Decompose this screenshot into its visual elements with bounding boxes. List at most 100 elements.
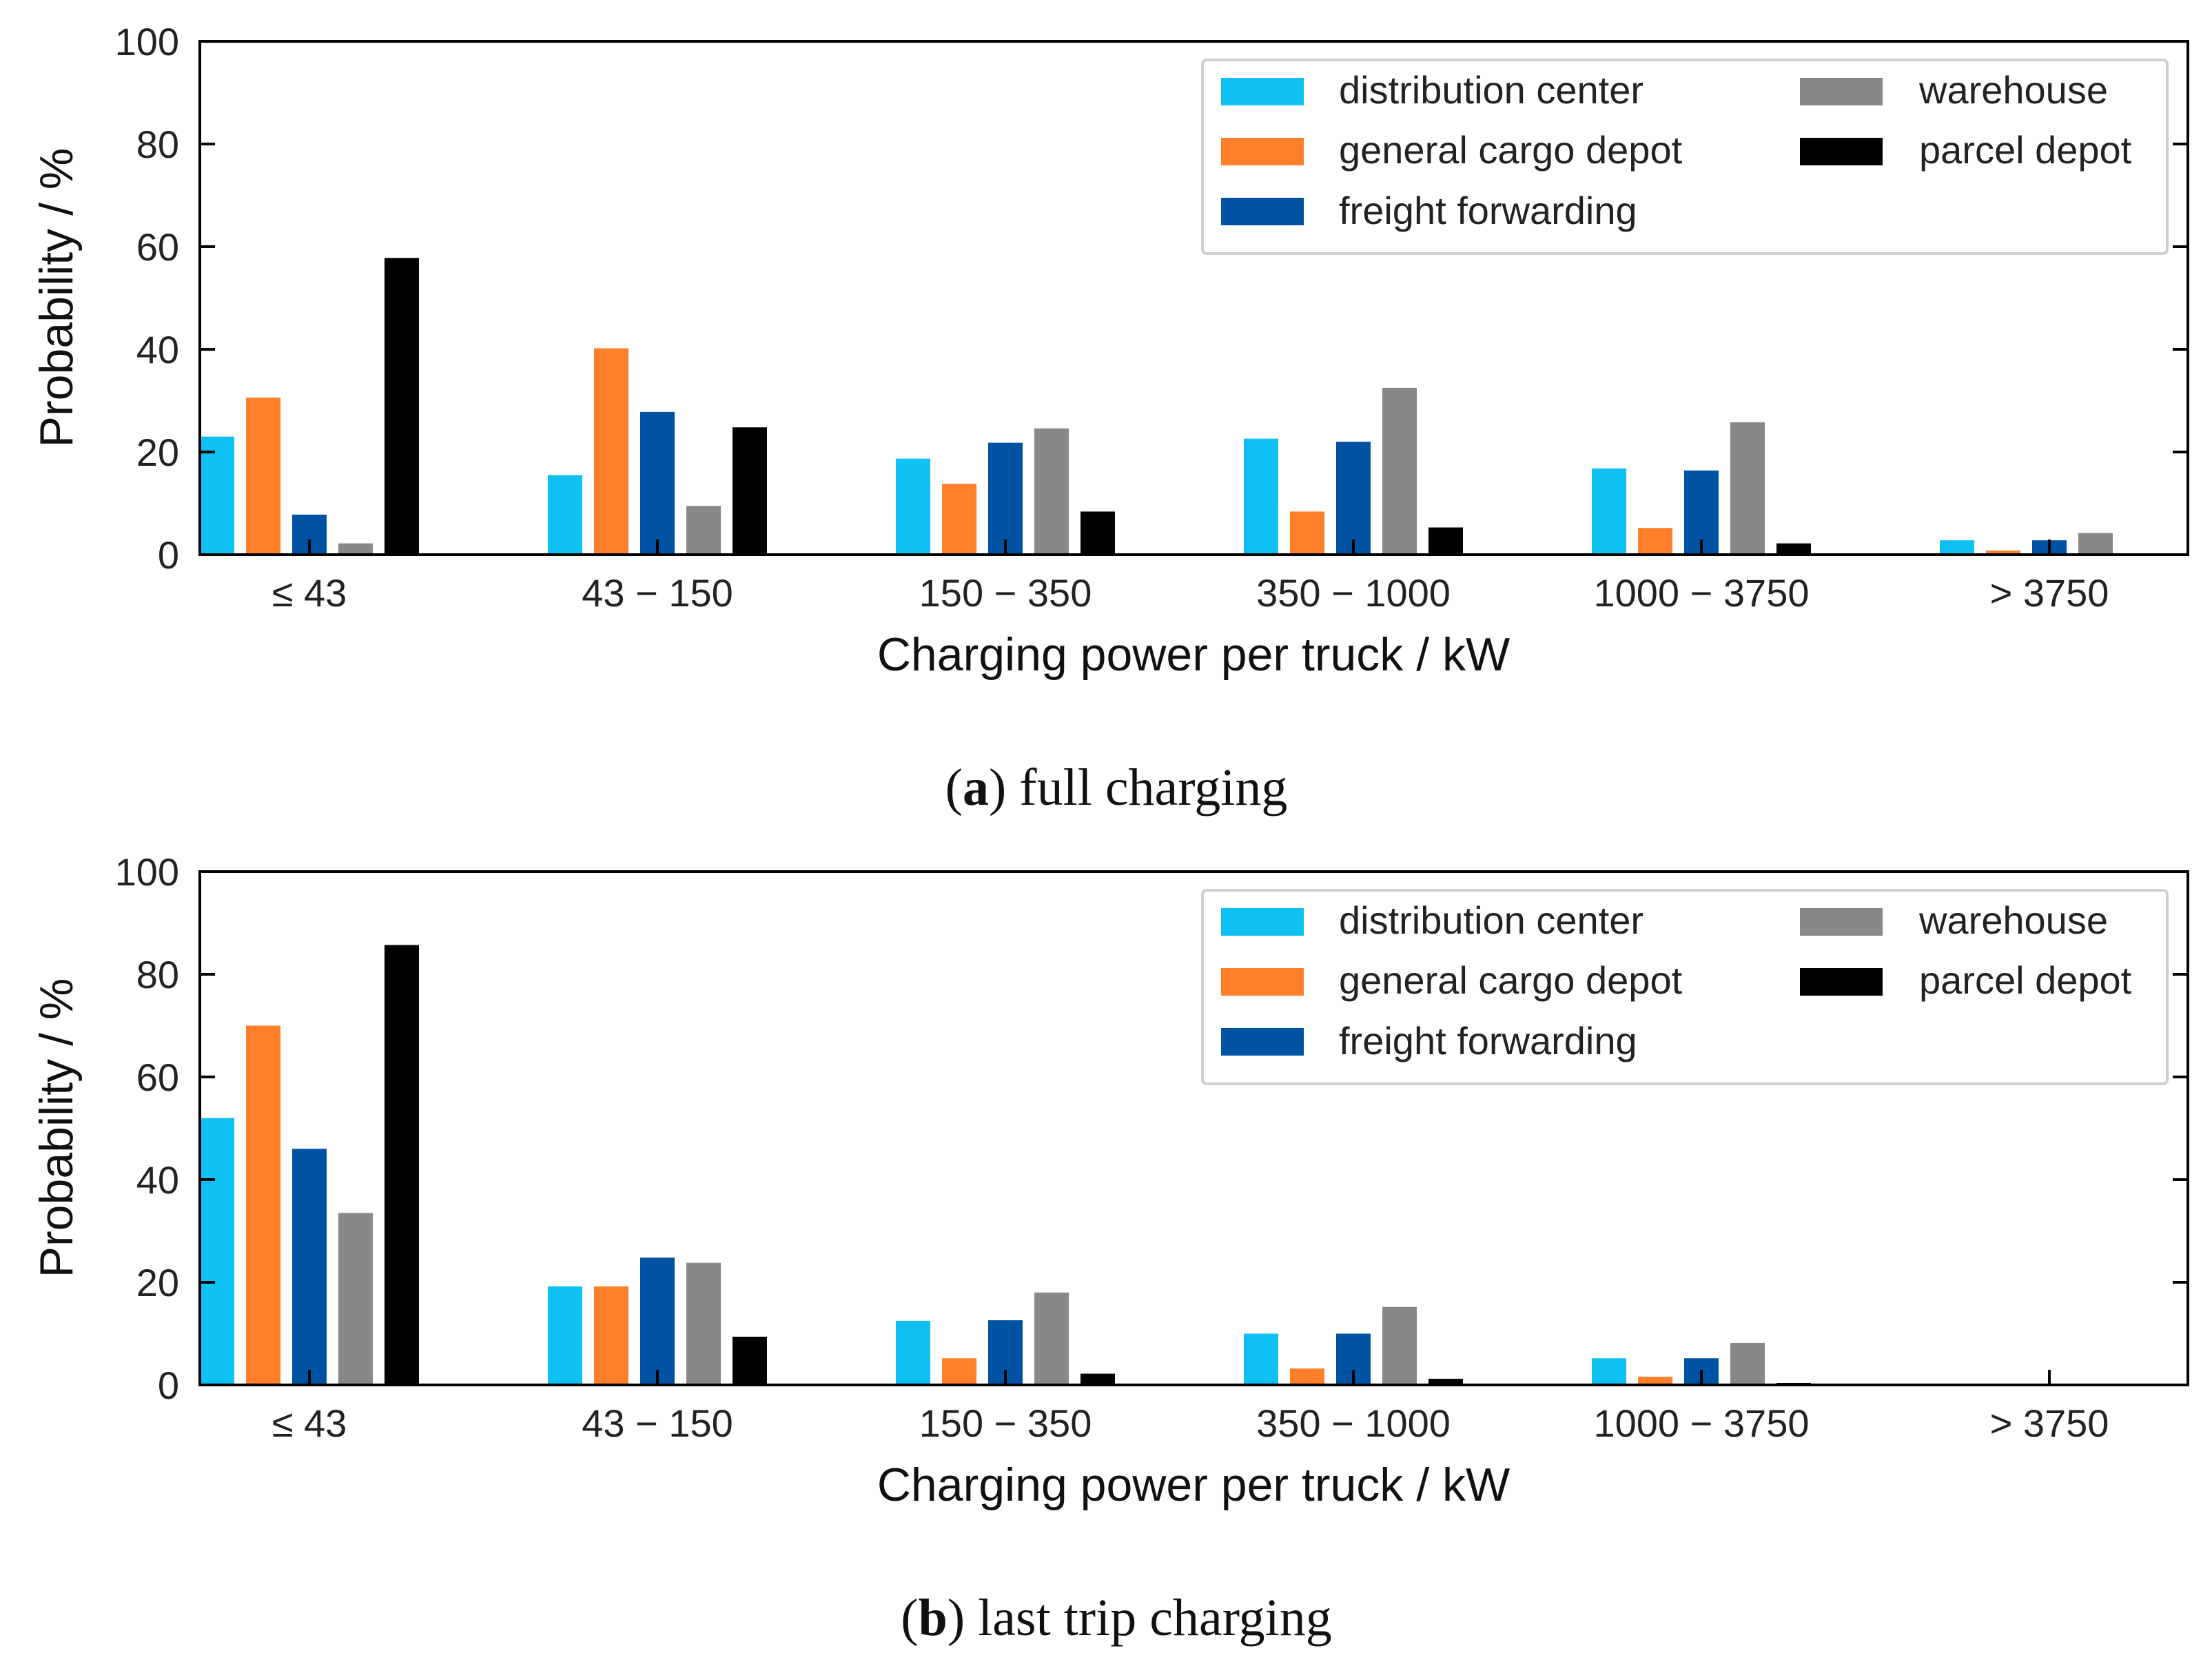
y-axis-title-a: Probability / % xyxy=(30,148,83,448)
bar-general-cargo-depot-4-b xyxy=(1638,1377,1672,1385)
y-tick-label-3-b: 60 xyxy=(136,1056,179,1099)
legend-swatch-freight-forwarding-b xyxy=(1221,1028,1304,1056)
legend-box-b xyxy=(1201,889,2169,1085)
bar-general-cargo-depot-3-a xyxy=(1290,511,1324,555)
legend-swatch-freight-forwarding-a xyxy=(1221,198,1304,225)
bar-general-cargo-depot-5-a xyxy=(1986,551,2020,555)
y-tick-label-1-a: 20 xyxy=(136,431,179,474)
x-tick-label-4-a: 1000 − 3750 xyxy=(1594,571,1810,615)
bar-warehouse-4-a xyxy=(1730,422,1765,555)
y-tick-label-3-a: 60 xyxy=(136,225,179,269)
legend-a: distribution center general cargo depot … xyxy=(1201,59,2169,255)
legend-label-warehouse-a: warehouse xyxy=(1918,68,2108,112)
y-tick-label-2-a: 40 xyxy=(136,328,179,371)
bar-warehouse-3-b xyxy=(1382,1306,1417,1385)
x-tick-label-3-b: 350 − 1000 xyxy=(1256,1401,1451,1445)
y-tick-label-2-b: 40 xyxy=(136,1158,179,1202)
bar-freight-forwarding-3-a xyxy=(1336,442,1371,555)
x-tick-label-3-a: 350 − 1000 xyxy=(1256,571,1451,615)
bar-freight-forwarding-1-a xyxy=(640,411,675,555)
y-tick-label-4-b: 80 xyxy=(136,953,179,996)
caption-a: (a) full charging xyxy=(945,759,1288,816)
caption-label-b: b xyxy=(919,1589,948,1647)
chart-panel-a: 0 20 40 60 80 100 ≤ 43 43 − 150 150 − 350 350 − … xyxy=(30,20,2189,816)
legend-swatch-distribution-center-a xyxy=(1221,78,1304,105)
caption-b: (b) last trip charging xyxy=(901,1589,1332,1647)
y-ticks-b: 0 20 40 60 80 100 xyxy=(115,850,2188,1407)
bar-distribution-center-2-b xyxy=(896,1320,930,1385)
legend-swatch-parcel-depot-a xyxy=(1800,138,1883,165)
bar-general-cargo-depot-0-b xyxy=(246,1025,280,1385)
legend-label-freight-forwarding-a: freight forwarding xyxy=(1339,189,1637,232)
bar-distribution-center-0-b xyxy=(200,1118,234,1385)
legend-label-distribution-center-a: distribution center xyxy=(1339,68,1643,112)
y-tick-label-1-b: 20 xyxy=(136,1261,179,1304)
bar-freight-forwarding-2-a xyxy=(988,442,1023,555)
bar-general-cargo-depot-1-a xyxy=(594,348,628,555)
bar-general-cargo-depot-4-a xyxy=(1638,528,1672,555)
legend-swatch-warehouse-a xyxy=(1800,78,1883,105)
x-tick-label-1-a: 43 − 150 xyxy=(582,571,733,615)
plot-bars-a xyxy=(200,258,2113,555)
x-tick-label-2-a: 150 − 350 xyxy=(919,571,1092,615)
x-tick-label-1-b: 43 − 150 xyxy=(582,1401,733,1445)
bar-warehouse-2-a xyxy=(1034,428,1069,555)
bar-general-cargo-depot-3-b xyxy=(1290,1368,1324,1385)
legend-swatch-distribution-center-b xyxy=(1221,908,1304,936)
x-axis-title-b: Charging power per truck / kW xyxy=(877,1459,1510,1511)
legend-b: distribution center general cargo depot … xyxy=(1201,889,2169,1085)
caption-label-a: a xyxy=(963,759,989,816)
bar-warehouse-1-a xyxy=(686,506,721,555)
bar-parcel-depot-3-b xyxy=(1428,1379,1463,1385)
bar-general-cargo-depot-2-a xyxy=(942,484,976,555)
bar-warehouse-2-b xyxy=(1034,1292,1069,1385)
caption-text-b: last trip charging xyxy=(978,1589,1332,1647)
bar-warehouse-0-b xyxy=(338,1213,373,1385)
bar-freight-forwarding-1-b xyxy=(640,1257,675,1385)
bar-distribution-center-1-b xyxy=(548,1286,582,1385)
bar-parcel-depot-2-a xyxy=(1081,511,1115,555)
legend-swatch-general-cargo-depot-a xyxy=(1221,138,1304,165)
y-axis-title-b: Probability / % xyxy=(30,978,83,1278)
bar-warehouse-0-a xyxy=(338,543,373,555)
legend-label-distribution-center-b: distribution center xyxy=(1339,898,1643,942)
x-tick-label-5-a: > 3750 xyxy=(1990,571,2109,615)
plot-frame-b xyxy=(198,870,2189,1386)
bar-parcel-depot-2-b xyxy=(1081,1373,1115,1385)
bar-distribution-center-4-b xyxy=(1592,1358,1626,1385)
x-tick-label-0-a: ≤ 43 xyxy=(272,571,347,615)
x-ticks-a: ≤ 43 43 − 150 150 − 350 350 − 1000 1000 − 37… xyxy=(272,540,2109,615)
x-tick-label-5-b: > 3750 xyxy=(1990,1401,2109,1445)
plot-bars-b xyxy=(200,945,1811,1385)
legend-label-warehouse-b: warehouse xyxy=(1918,898,2108,942)
chart-panel-b: 0 20 40 60 80 100 ≤ 43 43 − 150 150 − 350 350 − … xyxy=(30,850,2189,1647)
bar-warehouse-1-b xyxy=(686,1262,721,1385)
x-tick-label-0-b: ≤ 43 xyxy=(272,1401,347,1445)
bar-distribution-center-5-a xyxy=(1940,540,1974,555)
plot-frame-a xyxy=(198,40,2189,556)
x-ticks-b: ≤ 43 43 − 150 150 − 350 350 − 1000 1000 − 37… xyxy=(272,1370,2109,1445)
bar-general-cargo-depot-2-b xyxy=(942,1358,976,1385)
y-ticks-a: 0 20 40 60 80 100 xyxy=(115,20,2188,577)
legend-label-freight-forwarding-b: freight forwarding xyxy=(1339,1019,1637,1062)
bar-parcel-depot-1-a xyxy=(733,427,767,555)
bar-distribution-center-3-b xyxy=(1244,1333,1278,1385)
bar-distribution-center-0-a xyxy=(200,436,234,555)
x-tick-label-2-b: 150 − 350 xyxy=(919,1401,1092,1445)
y-tick-label-5-b: 100 xyxy=(115,850,179,894)
x-axis-title-a: Charging power per truck / kW xyxy=(877,628,1510,681)
bar-distribution-center-2-a xyxy=(896,458,930,555)
bar-parcel-depot-3-a xyxy=(1428,527,1463,555)
legend-label-general-cargo-depot-b: general cargo depot xyxy=(1339,958,1683,1002)
bar-general-cargo-depot-0-a xyxy=(246,398,280,555)
legend-swatch-general-cargo-depot-b xyxy=(1221,968,1304,996)
y-tick-label-5-a: 100 xyxy=(115,20,179,63)
y-tick-label-0-a: 0 xyxy=(158,533,179,577)
bar-distribution-center-3-a xyxy=(1244,438,1278,555)
bar-parcel-depot-0-a xyxy=(385,258,419,555)
bar-parcel-depot-4-a xyxy=(1776,543,1811,555)
legend-label-general-cargo-depot-a: general cargo depot xyxy=(1339,128,1683,172)
legend-label-parcel-depot-b: parcel depot xyxy=(1919,958,2132,1002)
legend-swatch-warehouse-b xyxy=(1800,908,1883,936)
